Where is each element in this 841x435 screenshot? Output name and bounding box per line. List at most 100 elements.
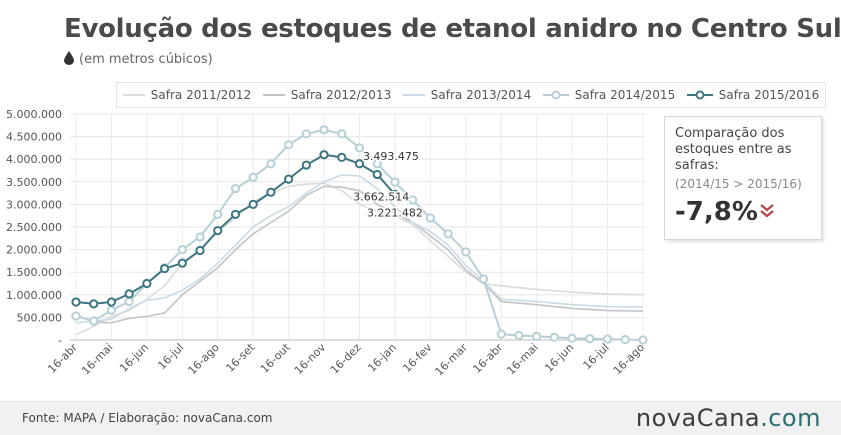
data-point <box>354 159 365 169</box>
chart-title: Evolução dos estoques de etanol anidro n… <box>64 14 841 44</box>
logo-accent: .com <box>760 404 821 432</box>
data-point <box>142 278 152 289</box>
data-point <box>319 150 329 160</box>
legend-swatch <box>402 94 425 96</box>
data-point <box>337 129 347 139</box>
x-tick-label: 16-jan <box>365 341 399 375</box>
legend-item-2012-2013: Safra 2012/2013 <box>262 88 392 102</box>
data-point <box>266 187 276 197</box>
data-point <box>567 333 577 343</box>
data-point <box>549 332 560 342</box>
data-point <box>266 159 276 169</box>
data-point <box>354 143 365 153</box>
data-point <box>602 334 613 344</box>
x-tick-label: 16-mai <box>504 341 540 377</box>
data-point <box>496 329 506 339</box>
legend-item-2011-2012: Safra 2011/2012 <box>122 88 252 102</box>
x-tick-label: 16-fev <box>400 341 434 375</box>
unit-label: (em metros cúbicos) <box>79 52 213 67</box>
y-tick-label: 3.000.000 <box>6 198 62 211</box>
comparison-value: -7,8% <box>675 197 758 227</box>
x-tick-label: 16-jul <box>581 341 612 372</box>
data-point <box>301 129 311 139</box>
y-tick-label: 500.000 <box>17 311 63 324</box>
legend-swatch <box>262 94 285 96</box>
data-point <box>461 247 471 257</box>
legend-swatch <box>542 90 569 100</box>
data-label: 3.221.482 <box>367 206 423 219</box>
data-point <box>89 316 99 326</box>
data-point <box>585 334 595 344</box>
y-tick-label: 1.000.000 <box>6 289 62 302</box>
chart-legend: Safra 2011/2012 Safra 2012/2013 Safra 20… <box>116 82 826 108</box>
legend-item-2015-2016: Safra 2015/2016 <box>686 88 819 102</box>
data-point <box>213 209 223 219</box>
data-point <box>372 169 382 180</box>
data-point <box>443 229 453 239</box>
y-tick-label: 2.500.000 <box>6 221 62 234</box>
data-point <box>177 245 187 255</box>
x-tick-label: 16-nov <box>292 341 329 378</box>
data-point <box>425 213 435 223</box>
data-point <box>284 174 294 184</box>
legend-label: Safra 2011/2012 <box>150 88 252 102</box>
legend-label: Safra 2014/2015 <box>574 88 676 102</box>
data-point <box>71 311 81 321</box>
data-point <box>106 305 117 315</box>
x-tick-label: 16-abr <box>471 341 506 376</box>
data-point <box>106 297 117 307</box>
double-chevron-down-icon <box>760 204 774 218</box>
legend-swatch <box>686 90 713 100</box>
y-tick-label: - <box>58 334 62 347</box>
comparison-title: Comparação dos estoques entre as safras: <box>675 126 792 173</box>
data-point <box>532 331 542 341</box>
data-point <box>408 195 418 205</box>
data-point <box>248 172 258 182</box>
data-point <box>230 209 241 219</box>
legend-item-2013-2014: Safra 2013/2014 <box>402 88 531 102</box>
line-chart: - 500.000 1.000.000 1.500.000 2.000.000 2.500… <box>6 108 648 379</box>
x-tick-label: 16-jun <box>542 341 576 375</box>
data-point <box>620 334 630 345</box>
y-tick-label: 3.500.000 <box>6 176 62 189</box>
x-tick-label: 16-set <box>224 340 258 374</box>
data-point <box>124 289 134 299</box>
data-point <box>230 183 241 194</box>
x-tick-label: 16-ago <box>611 341 648 378</box>
footer: Fonte: MAPA / Elaboração: novaCana.com n… <box>0 401 841 435</box>
data-point <box>159 263 170 274</box>
data-point <box>337 152 347 162</box>
series-line-1 <box>75 182 644 336</box>
y-tick-label: 4.500.000 <box>6 131 62 144</box>
source-note: Fonte: MAPA / Elaboração: novaCana.com <box>22 411 273 425</box>
y-tick-label: 4.000.000 <box>6 153 62 166</box>
data-point <box>177 258 187 268</box>
data-point <box>124 296 134 307</box>
data-point <box>319 125 329 135</box>
data-point <box>638 335 648 345</box>
x-tick-label: 16-out <box>258 340 293 375</box>
logo-text: novaCana <box>635 404 761 432</box>
data-point <box>390 189 400 199</box>
data-point <box>372 159 382 169</box>
x-tick-label: 16-jul <box>155 341 186 372</box>
x-tick-label: 16-jun <box>117 341 151 375</box>
x-tick-label: 16-ago <box>186 341 223 378</box>
data-point <box>301 160 311 170</box>
data-point <box>195 245 205 256</box>
y-tick-label: 1.500.000 <box>6 266 62 279</box>
series-line-5 <box>75 153 396 305</box>
brand-logo: novaCana.com <box>636 404 821 432</box>
comparison-box: Comparação dos estoques entre as safras:… <box>664 116 822 240</box>
data-point <box>195 232 205 242</box>
legend-swatch <box>122 94 145 96</box>
data-label: 3.662.514 <box>353 190 409 203</box>
data-point <box>71 297 81 307</box>
data-point <box>89 299 99 309</box>
x-tick-label: 16-mar <box>432 341 470 379</box>
legend-label: Safra 2012/2013 <box>290 88 392 102</box>
x-tick-label: 16-abr <box>45 341 80 376</box>
data-point <box>390 177 400 187</box>
comparison-subtitle: (2014/15 > 2015/16) <box>675 177 802 191</box>
